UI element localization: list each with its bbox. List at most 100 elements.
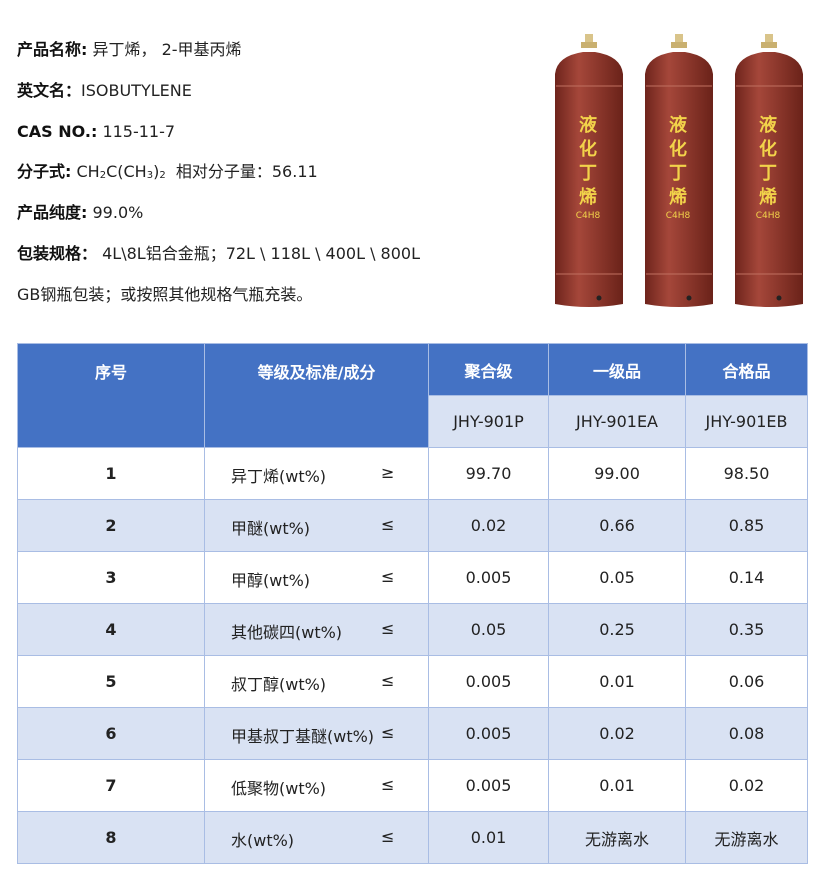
value-cell: 0.005 xyxy=(428,551,549,604)
table-row: 4 其他碳四(wt%) ≤ 0.05 0.25 0.35 xyxy=(17,603,808,656)
value-cell: 0.85 xyxy=(685,499,808,552)
component-cell: 其他碳四(wt%) ≤ xyxy=(204,603,429,656)
value-cell: 无游离水 xyxy=(685,811,808,864)
component-name: 异丁烯(wt%) xyxy=(231,467,327,486)
component-cell: 甲醇(wt%) ≤ xyxy=(204,551,429,604)
package-line: 包装规格： 4L\8L铝合金瓶；72L \ 118L \ 400L \ 800L xyxy=(17,242,420,283)
cylinder-label-char: 液 xyxy=(669,114,688,136)
value: 115-11-7 xyxy=(102,121,176,141)
cylinder-label-char: 化 xyxy=(669,138,687,160)
component-cell: 水(wt%) ≤ xyxy=(204,811,429,864)
value-cell: 0.01 xyxy=(428,811,549,864)
header-grade: 聚合级 xyxy=(428,343,549,396)
cas-line: CAS NO.: 115-11-7 xyxy=(17,120,420,161)
component-name: 甲醚(wt%) xyxy=(231,519,311,538)
component-cell: 甲醚(wt%) ≤ xyxy=(204,499,429,552)
value: 4L\8L铝合金瓶；72L \ 118L \ 400L \ 800L xyxy=(102,243,421,263)
component-name: 低聚物(wt%) xyxy=(231,779,327,798)
purity-line: 产品纯度: 99.0% xyxy=(17,201,420,242)
value-cell: 0.01 xyxy=(548,655,686,708)
component-cell: 甲基叔丁基醚(wt%) ≤ xyxy=(204,707,429,760)
value-cell: 0.02 xyxy=(548,707,686,760)
grade-code: JHY-901EA xyxy=(548,395,686,448)
value-cell: 0.06 xyxy=(685,655,808,708)
component-name: 甲醇(wt%) xyxy=(231,571,311,590)
value-cell: 0.05 xyxy=(548,551,686,604)
label: 产品名称: xyxy=(17,40,88,59)
value: ISOBUTYLENE xyxy=(81,80,192,100)
value-cell: 0.08 xyxy=(685,707,808,760)
header-index: 序号 xyxy=(17,343,205,448)
row-index: 4 xyxy=(17,603,205,656)
spec-table: 序号 等级及标准/成分 聚合级 一级品 合格品 JHY-901P JHY-901… xyxy=(17,343,808,864)
cylinder-label-char: 化 xyxy=(759,138,777,160)
value-cell: 99.00 xyxy=(548,447,686,500)
value-cell: 0.05 xyxy=(428,603,549,656)
package-line-2: GB钢瓶包装；或按照其他规格气瓶充装。 xyxy=(17,284,313,304)
limit-symbol: ≥ xyxy=(381,463,395,482)
limit-symbol: ≤ xyxy=(381,671,395,690)
value-cell: 0.14 xyxy=(685,551,808,604)
limit-symbol: ≤ xyxy=(381,827,395,846)
cylinder-label-char: 液 xyxy=(759,114,778,136)
product-info: 产品名称: 异丁烯， 2-甲基丙烯 英文名：ISOBUTYLENE CAS NO… xyxy=(17,38,420,324)
header-grade: 合格品 xyxy=(685,343,808,396)
row-index: 5 xyxy=(17,655,205,708)
formula-line: 分子式: CH2C(CH3)2 相对分子量：56.11 xyxy=(17,160,420,201)
limit-symbol: ≤ xyxy=(381,775,395,794)
gas-cylinder: 液化丁烯 C4H8 xyxy=(733,34,805,316)
row-index: 1 xyxy=(17,447,205,500)
cylinder-formula: C4H8 xyxy=(756,211,781,221)
label: 英文名： xyxy=(17,80,82,100)
row-index: 8 xyxy=(17,811,205,864)
cylinder-formula: C4H8 xyxy=(576,211,601,221)
value-cell: 0.02 xyxy=(685,759,808,812)
value-cell: 0.35 xyxy=(685,603,808,656)
product-name-line: 产品名称: 异丁烯， 2-甲基丙烯 xyxy=(17,38,420,79)
value-cell: 0.005 xyxy=(428,759,549,812)
value-cell: 98.50 xyxy=(685,447,808,500)
component-cell: 叔丁醇(wt%) ≤ xyxy=(204,655,429,708)
value-cell: 0.01 xyxy=(548,759,686,812)
row-index: 7 xyxy=(17,759,205,812)
cylinder-label-char: 丁 xyxy=(669,163,687,184)
table-row: 8 水(wt%) ≤ 0.01 无游离水 无游离水 xyxy=(17,811,808,864)
cylinder-label-char: 液 xyxy=(579,114,598,136)
component-name: 其他碳四(wt%) xyxy=(231,623,343,642)
value: 99.0% xyxy=(92,203,144,223)
formula: CH2C(CH3)2 xyxy=(76,162,166,182)
grade-code: JHY-901P xyxy=(428,395,549,448)
grade-code: JHY-901EB xyxy=(685,395,808,448)
limit-symbol: ≤ xyxy=(381,515,395,534)
value-cell: 0.25 xyxy=(548,603,686,656)
cylinder-label-char: 烯 xyxy=(759,186,777,208)
table-row: 2 甲醚(wt%) ≤ 0.02 0.66 0.85 xyxy=(17,499,808,552)
table-row: 5 叔丁醇(wt%) ≤ 0.005 0.01 0.06 xyxy=(17,655,808,708)
value-cell: 0.005 xyxy=(428,707,549,760)
header-component: 等级及标准/成分 xyxy=(204,343,429,448)
component-name: 甲基叔丁基醚(wt%) xyxy=(231,727,375,746)
cylinder-formula: C4H8 xyxy=(666,211,691,221)
label: 分子式: xyxy=(17,162,72,182)
component-name: 叔丁醇(wt%) xyxy=(231,675,327,694)
cylinder-label-char: 烯 xyxy=(579,186,597,208)
value-cell: 0.005 xyxy=(428,655,549,708)
table-row: 3 甲醇(wt%) ≤ 0.005 0.05 0.14 xyxy=(17,551,808,604)
header-grade: 一级品 xyxy=(548,343,686,396)
row-index: 6 xyxy=(17,707,205,760)
cylinder-label-char: 丁 xyxy=(579,163,597,184)
value-cell: 0.66 xyxy=(548,499,686,552)
english-name-line: 英文名：ISOBUTYLENE xyxy=(17,79,420,120)
table-row: 6 甲基叔丁基醚(wt%) ≤ 0.005 0.02 0.08 xyxy=(17,707,808,760)
label: 产品纯度: xyxy=(17,203,88,223)
row-index: 2 xyxy=(17,499,205,552)
value-cell: 99.70 xyxy=(428,447,549,500)
limit-symbol: ≤ xyxy=(381,567,395,586)
limit-symbol: ≤ xyxy=(381,619,395,638)
component-name: 水(wt%) xyxy=(231,831,295,850)
cylinder-label-char: 丁 xyxy=(759,163,777,184)
component-cell: 异丁烯(wt%) ≥ xyxy=(204,447,429,500)
gas-cylinder: 液化丁烯 C4H8 xyxy=(553,34,625,316)
label: CAS NO.: xyxy=(17,121,98,141)
gas-cylinder: 液化丁烯 C4H8 xyxy=(643,34,715,316)
